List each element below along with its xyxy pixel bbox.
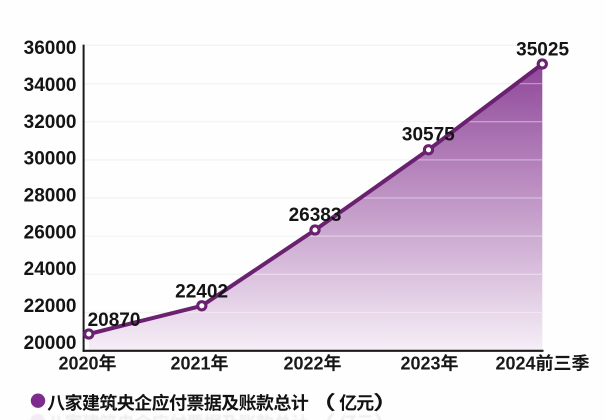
svg-text:2021: 2021 [171, 354, 211, 374]
svg-text:22000: 22000 [24, 296, 77, 317]
svg-text:30000: 30000 [24, 149, 77, 170]
svg-text:20870: 20870 [88, 310, 141, 331]
svg-text:2020: 2020 [59, 354, 99, 374]
svg-text:24000: 24000 [24, 259, 77, 280]
svg-text:22402: 22402 [175, 282, 228, 303]
svg-text:30575: 30575 [402, 125, 455, 146]
svg-text:32000: 32000 [24, 112, 77, 133]
svg-text:28000: 28000 [24, 186, 77, 207]
svg-text:35025: 35025 [516, 40, 569, 61]
svg-text:34000: 34000 [24, 75, 77, 96]
svg-text:20000: 20000 [24, 333, 77, 354]
svg-text:2022: 2022 [284, 354, 324, 374]
svg-text:2023: 2023 [401, 354, 441, 374]
svg-text:2024: 2024 [496, 354, 536, 374]
svg-text:26383: 26383 [289, 205, 342, 226]
svg-text:36000: 36000 [24, 38, 77, 59]
svg-text:26000: 26000 [24, 222, 77, 243]
